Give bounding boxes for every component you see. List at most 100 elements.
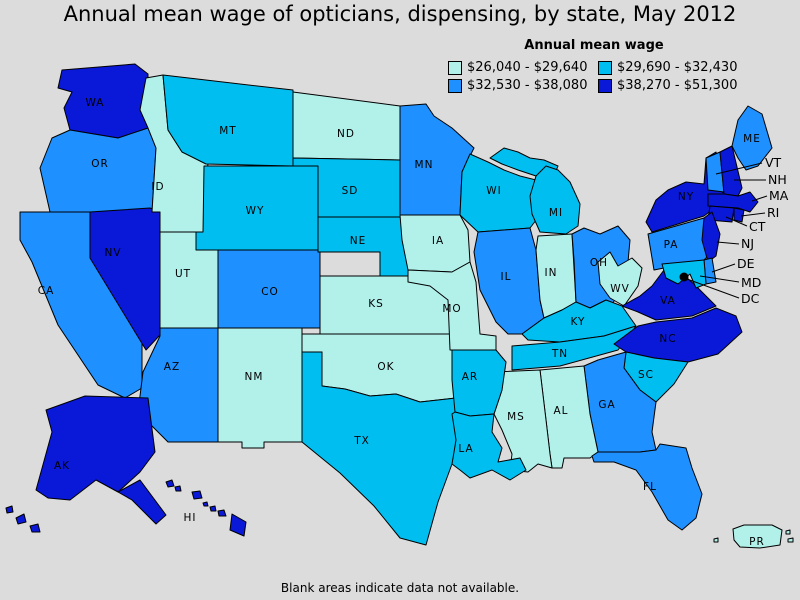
legend-label-4: $38,270 - $51,300: [617, 78, 738, 93]
legend-swatch-1: [448, 60, 462, 75]
state-label-oh: OH: [590, 257, 608, 269]
legend: Annual mean wage $26,040 - $29,640 $29,69…: [448, 38, 740, 93]
state-mi-part1: [489, 147, 559, 177]
state-me: [731, 105, 773, 171]
state-label-wy: WY: [246, 205, 265, 217]
legend-label-2: $29,690 - $32,430: [617, 60, 738, 75]
callout-label-vt: VT: [765, 155, 782, 170]
state-label-nv: NV: [104, 247, 121, 259]
callout-line-de: [711, 263, 736, 273]
state-label-nm: NM: [245, 371, 264, 383]
callout-label-dc: DC: [741, 291, 760, 306]
state-label-wa: WA: [86, 97, 105, 109]
state-label-tn: TN: [551, 348, 568, 360]
legend-swatch-4: [598, 78, 612, 93]
state-hi-part5: [209, 505, 217, 512]
legend-item-3: $32,530 - $38,080: [448, 78, 598, 93]
callout-label-ma: MA: [769, 188, 789, 203]
state-label-wi: WI: [486, 185, 501, 197]
state-or: [39, 127, 157, 213]
state-pr-part2: [713, 537, 719, 543]
callout-label-md: MD: [741, 275, 761, 290]
state-hi-part2: [174, 485, 182, 492]
state-label-mt: MT: [219, 125, 236, 137]
state-ak-part3: [15, 513, 27, 525]
callout-line-ct: [725, 216, 748, 227]
state-label-hi: HI: [184, 512, 197, 524]
state-hi-part6: [217, 509, 227, 517]
state-label-ut: UT: [175, 268, 191, 280]
state-label-al: AL: [553, 405, 568, 417]
legend-label-3: $32,530 - $38,080: [467, 78, 588, 93]
state-nj: [701, 211, 721, 263]
state-ak-part2: [117, 479, 167, 525]
state-label-mi: MI: [549, 207, 563, 219]
state-pr-part3: [785, 529, 791, 535]
state-nm: [217, 327, 303, 449]
state-ak-part1: [35, 395, 156, 501]
state-label-ny: NY: [678, 191, 694, 203]
state-label-id: ID: [151, 181, 164, 193]
state-label-ia: IA: [432, 235, 444, 247]
callout-line-ma: [751, 195, 768, 202]
callout-line-nj: [716, 241, 740, 245]
state-label-sd: SD: [342, 185, 359, 197]
state-label-pa: PA: [664, 239, 679, 251]
state-label-pr: PR: [749, 536, 765, 548]
state-label-ok: OK: [377, 361, 394, 373]
state-label-nd: ND: [337, 128, 355, 140]
legend-swatch-2: [598, 60, 612, 75]
state-label-sc: SC: [638, 369, 654, 381]
state-label-az: AZ: [164, 361, 180, 373]
state-label-il: IL: [501, 271, 512, 283]
state-hi-part3: [191, 490, 203, 500]
callout-label-nh: NH: [768, 172, 787, 187]
state-label-ar: AR: [462, 371, 478, 383]
state-hi-part7: [229, 513, 247, 537]
callout-label-nj: NJ: [741, 236, 754, 251]
legend-item-4: $38,270 - $51,300: [598, 78, 740, 93]
state-label-mn: MN: [415, 159, 434, 171]
state-label-in: IN: [545, 267, 558, 279]
state-ak-part5: [5, 505, 14, 514]
legend-title: Annual mean wage: [524, 38, 664, 53]
state-ak-part4: [29, 523, 41, 533]
state-pr-part1: [732, 524, 783, 549]
state-hi-part4: [202, 501, 209, 507]
state-mt: [162, 74, 294, 167]
state-label-co: CO: [261, 286, 279, 298]
state-label-or: OR: [91, 158, 109, 170]
callout-line-md: [699, 275, 740, 283]
state-label-mo: MO: [442, 303, 461, 315]
state-label-ne: NE: [350, 235, 367, 247]
state-label-nc: NC: [659, 333, 676, 345]
state-label-fl: FL: [643, 481, 657, 493]
state-label-me: ME: [743, 133, 761, 145]
state-label-ak: AK: [54, 460, 70, 472]
legend-label-1: $26,040 - $29,640: [467, 60, 588, 75]
state-nh: [719, 145, 743, 197]
callout-line-ri: [740, 212, 766, 217]
state-label-la: LA: [458, 443, 473, 455]
footer-note: Blank areas indicate data not available.: [280, 581, 520, 595]
state-label-ky: KY: [571, 316, 586, 328]
legend-item-2: $29,690 - $32,430: [598, 60, 740, 75]
state-label-ga: GA: [598, 399, 615, 411]
state-ri: [733, 207, 745, 223]
state-label-tx: TX: [353, 435, 370, 447]
callout-label-de: DE: [737, 256, 755, 271]
state-wv: [597, 251, 643, 307]
state-label-ks: KS: [368, 298, 384, 310]
legend-grid: $26,040 - $29,640 $29,690 - $32,430 $32,53…: [448, 60, 740, 93]
state-label-va: VA: [660, 295, 676, 307]
state-hi-part1: [165, 479, 175, 488]
callout-label-ct: CT: [749, 219, 766, 234]
state-dc-marker: [679, 272, 689, 282]
callout-line-dc: [686, 278, 740, 299]
legend-swatch-3: [448, 78, 462, 93]
state-ky: [521, 299, 637, 343]
callout-label-ri: RI: [767, 205, 779, 220]
state-label-ms: MS: [507, 411, 525, 423]
callout-line-vt: [715, 162, 763, 175]
